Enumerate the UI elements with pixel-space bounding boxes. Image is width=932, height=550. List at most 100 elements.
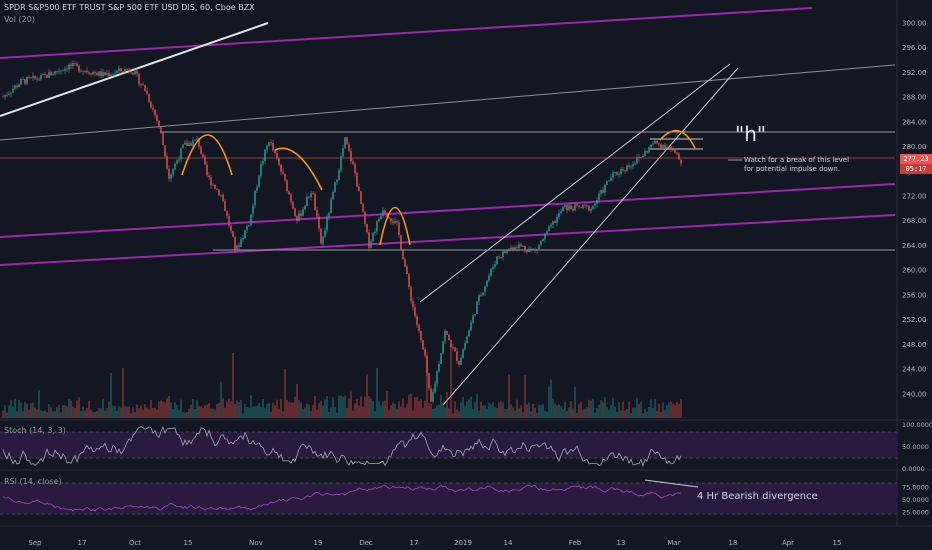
volume-bar xyxy=(256,406,258,418)
volume-bar xyxy=(82,406,84,418)
candle-body xyxy=(380,215,382,219)
time-tick-label: 15 xyxy=(833,539,842,547)
candle-body xyxy=(110,74,112,77)
candle-body xyxy=(514,247,516,250)
last-price-badge: 277.23 xyxy=(900,154,932,164)
volume-bar xyxy=(66,406,68,418)
candle-body xyxy=(270,142,272,144)
candle-body xyxy=(538,244,540,249)
candle-body xyxy=(328,213,330,217)
volume-bar xyxy=(446,392,448,418)
candle-body xyxy=(420,330,422,341)
volume-bar xyxy=(74,408,76,418)
candle-body xyxy=(332,191,334,200)
candle-body xyxy=(566,205,568,211)
watch-note-line-1: Watch for a break of this level xyxy=(744,156,850,164)
candle-body xyxy=(52,74,54,76)
volume-bar xyxy=(104,410,106,418)
volume-bar xyxy=(472,408,474,418)
watch-note-line-2: for potential impulse down. xyxy=(744,165,841,173)
volume-bar xyxy=(110,372,112,418)
volume-bar xyxy=(290,402,292,418)
volume-bar xyxy=(56,407,58,418)
candle-body xyxy=(158,120,160,127)
price-tick-label: 296.00 xyxy=(902,44,927,52)
candle-body xyxy=(626,165,628,171)
candle-body xyxy=(592,205,594,209)
volume-bar xyxy=(48,404,50,418)
candle-body xyxy=(598,193,600,201)
volume-bar xyxy=(638,403,640,418)
volume-bar xyxy=(566,410,568,418)
volume-bar xyxy=(38,389,40,418)
candle-body xyxy=(518,244,520,249)
volume-bar xyxy=(628,401,630,418)
candle-body xyxy=(222,194,224,202)
rsi-tick-label: 75.0000 xyxy=(902,484,929,492)
candle-body xyxy=(102,71,104,77)
volume-bar xyxy=(210,408,212,418)
volume-bar xyxy=(202,407,204,418)
candle-body xyxy=(604,184,606,193)
volume-bar xyxy=(512,407,514,418)
volume-bar xyxy=(616,412,618,418)
candle-body xyxy=(118,68,120,72)
candle-body xyxy=(588,205,590,211)
time-tick-label: 13 xyxy=(617,539,626,547)
candle-body xyxy=(612,172,614,178)
candle-body xyxy=(66,68,68,70)
divergence-note: 4 Hr Bearish divergence xyxy=(697,491,818,502)
volume-bar xyxy=(424,400,426,418)
candle-body xyxy=(124,69,126,73)
volume-bar xyxy=(442,402,444,418)
candle-body xyxy=(630,166,632,168)
volume-bar xyxy=(116,411,118,418)
volume-bar xyxy=(218,402,220,418)
candle-body xyxy=(344,137,346,149)
volume-bar xyxy=(334,407,336,418)
candle-body xyxy=(482,292,484,296)
volume-bar xyxy=(388,410,390,418)
volume-bar xyxy=(26,403,28,418)
candle-body xyxy=(80,71,82,73)
volume-bar xyxy=(206,404,208,418)
volume-bar xyxy=(336,412,338,418)
candle-body xyxy=(354,164,356,174)
volume-bar xyxy=(6,412,8,418)
candle-body xyxy=(504,251,506,254)
candle-body xyxy=(132,72,134,75)
volume-bar xyxy=(644,408,646,418)
volume-bar xyxy=(254,405,256,418)
candle-body xyxy=(322,236,324,244)
volume-bar xyxy=(410,393,412,418)
volume-bar xyxy=(588,399,590,418)
candle-body xyxy=(296,216,298,222)
volume-bar xyxy=(464,406,466,418)
time-tick-label: Apr xyxy=(782,539,794,547)
candle-body xyxy=(460,357,462,365)
volume-bar xyxy=(58,404,60,418)
candle-body xyxy=(218,189,220,196)
candle-body xyxy=(450,340,452,348)
candle-body xyxy=(456,351,458,361)
candle-body xyxy=(520,244,522,247)
candle-body xyxy=(414,307,416,317)
volume-bar xyxy=(316,409,318,418)
volume-bar xyxy=(64,405,66,418)
volume-bar xyxy=(596,408,598,418)
candle-body xyxy=(670,146,672,150)
volume-bar xyxy=(142,410,144,418)
candle-body xyxy=(44,74,46,75)
volume-bar xyxy=(342,396,344,418)
candle-body xyxy=(542,239,544,241)
volume-bar xyxy=(378,401,380,418)
volume-bar xyxy=(272,402,274,418)
price-tick-label: 288.00 xyxy=(902,94,927,102)
candle-body xyxy=(434,383,436,392)
volume-bar xyxy=(230,401,232,418)
volume-bar xyxy=(604,396,606,418)
volume-bar xyxy=(666,405,668,418)
volume-bar xyxy=(576,412,578,418)
volume-bar xyxy=(182,412,184,418)
